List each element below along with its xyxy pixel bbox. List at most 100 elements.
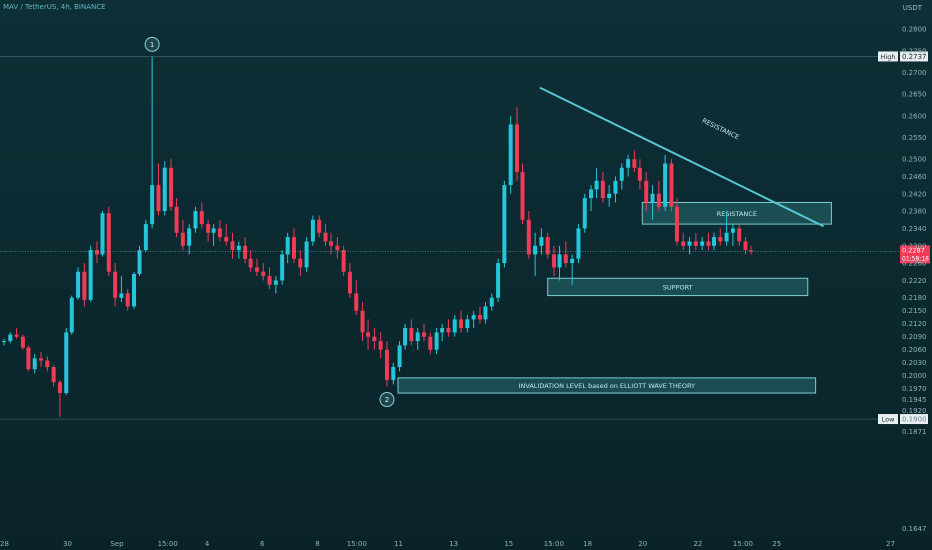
resistance-zone-label: RESISTANCE <box>717 210 757 218</box>
candle-body <box>749 250 754 252</box>
candle-body <box>335 245 340 251</box>
y-tick-label: 0.2060 <box>902 346 927 354</box>
candle-body <box>206 224 211 233</box>
candle-body <box>323 232 328 242</box>
candle-body <box>162 167 167 212</box>
chart-header: MAV / TetherUS, 4h, BINANCE <box>3 3 106 11</box>
support-zone <box>547 277 809 297</box>
candle-body <box>280 254 285 281</box>
candle-body <box>243 245 248 259</box>
low-value-label: 0.1900 <box>902 416 927 424</box>
x-tick-label: 15:00 <box>544 540 564 548</box>
candle-body <box>637 167 642 181</box>
x-tick-label: 11 <box>394 540 403 548</box>
y-tick-label: 0.2000 <box>902 372 927 380</box>
low-value-tag <box>900 414 928 425</box>
candle-body <box>502 185 507 264</box>
candle-body <box>589 189 594 199</box>
candle-body <box>632 159 637 168</box>
candle-body <box>199 211 204 225</box>
candle-body <box>465 319 470 329</box>
candle-body <box>187 228 192 246</box>
y-tick-label: 0.2120 <box>902 320 927 328</box>
chart-candles <box>1 56 754 417</box>
y-tick-label: 0.1945 <box>902 396 927 404</box>
candle-body <box>650 193 655 203</box>
candle-body <box>230 241 235 251</box>
last-price-value: 0.2287 <box>902 246 925 254</box>
candle-body <box>20 336 25 348</box>
candle-body <box>440 328 445 333</box>
candle-body <box>211 228 216 233</box>
candle-body <box>693 241 698 246</box>
candle-body <box>1 341 7 343</box>
candle-body <box>687 241 692 246</box>
candle-body <box>552 254 557 268</box>
candle-body <box>663 163 668 207</box>
high-tag-label: High <box>881 53 896 61</box>
x-tick-label: 13 <box>449 540 458 548</box>
candle-body <box>656 193 661 207</box>
candle-body <box>403 328 408 346</box>
x-tick-label: 20 <box>638 540 647 548</box>
candle-body <box>607 193 612 199</box>
candle-body <box>267 276 272 285</box>
y-tick-label: 0.2600 <box>902 112 927 120</box>
candle-body <box>14 334 19 337</box>
y-tick-label: 0.1871 <box>902 428 927 436</box>
x-tick-label: 30 <box>63 540 72 548</box>
y-tick-label: 0.2180 <box>902 294 927 302</box>
candle-body <box>143 224 148 251</box>
candle-body <box>236 245 241 251</box>
y-tick-label: 0.2340 <box>902 225 927 233</box>
invalidation-zone-label: INVALIDATION LEVEL based on ELLIOTT WAVE… <box>519 382 696 390</box>
candle-body <box>681 241 686 246</box>
candle-body <box>106 213 111 272</box>
candle-body <box>644 180 649 203</box>
candle-body <box>415 332 420 342</box>
candle-body <box>743 241 748 251</box>
x-tick-label: 8 <box>315 540 319 548</box>
x-tick-label: 6 <box>260 540 265 548</box>
y-tick-label: 0.1970 <box>902 385 927 393</box>
candle-body <box>471 315 476 320</box>
y-tick-label: 0.2460 <box>902 173 927 181</box>
candle-body <box>69 297 74 333</box>
candle-body <box>317 219 322 233</box>
candle-body <box>600 180 605 199</box>
y-tick-label: 0.2300 <box>902 242 927 250</box>
candle-body <box>557 254 562 268</box>
candle-body <box>88 250 93 300</box>
wave-1-marker <box>144 36 160 52</box>
x-tick-label: 28 <box>0 540 9 548</box>
x-tick-label: 27 <box>886 540 895 548</box>
candle-body <box>347 271 352 294</box>
last-price-countdown: 01:58:18 <box>902 255 929 262</box>
candle-body <box>261 271 266 277</box>
candle-body <box>428 336 433 350</box>
last-price-tag <box>900 245 930 264</box>
wave-2-marker <box>379 392 395 408</box>
y-tick-label: 0.2750 <box>902 47 927 55</box>
candle-body <box>576 228 581 259</box>
x-tick-label: 25 <box>772 540 781 548</box>
candle-body <box>496 263 501 298</box>
candle-body <box>730 228 735 233</box>
y-tick-label: 0.2500 <box>902 156 927 164</box>
candle-body <box>329 241 334 246</box>
candle-body <box>520 172 525 220</box>
candle-body <box>132 273 137 307</box>
candle-body <box>94 250 99 255</box>
candle-body <box>706 241 711 246</box>
y-tick-label: 0.2380 <box>902 208 927 216</box>
chart-zones: RESISTANCE SUPPORT INVALIDATION LEVEL base… <box>397 201 832 394</box>
candle-body <box>224 237 229 242</box>
candle-body <box>724 232 729 242</box>
candle-body <box>125 293 130 307</box>
wave-2-marker-label: 2 <box>385 396 389 404</box>
axis-unit: USDT <box>902 4 922 12</box>
candle-body <box>718 237 723 242</box>
candle-body <box>539 237 544 246</box>
